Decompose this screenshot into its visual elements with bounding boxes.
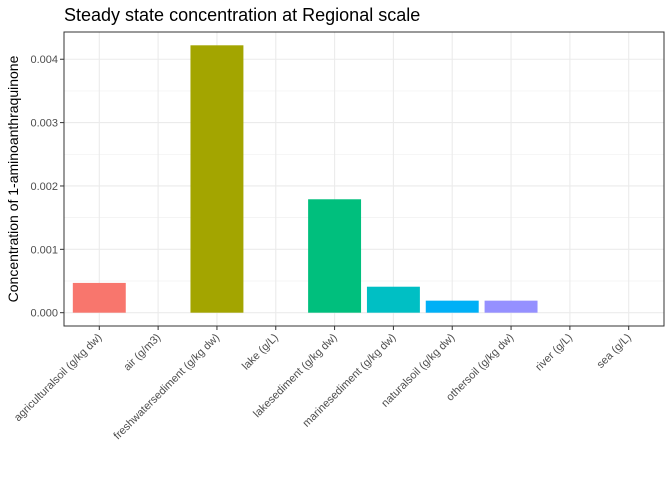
bar [72, 282, 126, 313]
grid-minor [64, 90, 664, 282]
bar [484, 300, 538, 313]
x-tick-label: air (g/m3) [121, 332, 163, 374]
x-tick-label: lake (g/L) [240, 332, 281, 373]
x-tick-label: agriculturalsoil (g/kg dw) [12, 332, 104, 424]
x-tick-label: sea (g/L) [595, 332, 634, 371]
y-tick-label: 0.002 [30, 181, 58, 193]
plot-panel [64, 32, 664, 326]
x-tick-label: freshwatersediment (g/kg dw) [112, 332, 223, 443]
plot-border [63, 31, 665, 327]
y-axis-label: Concentration of 1-aminoanthraquinone [5, 55, 21, 302]
bar [425, 300, 479, 313]
bar [190, 45, 244, 313]
y-tick-label: 0.000 [30, 308, 58, 320]
bar [308, 199, 362, 313]
y-tick-label: 0.003 [30, 118, 58, 130]
bar [366, 286, 420, 313]
y-axis: 0.000 0.001 0.002 0.003 0.004 [30, 54, 64, 320]
x-tick-label: river (g/L) [533, 332, 575, 374]
chart-title: Steady state concentration at Regional s… [64, 5, 420, 25]
y-tick-label: 0.004 [30, 54, 58, 66]
bars [72, 45, 656, 313]
x-axis: agriculturalsoil (g/kg dw) air (g/m3)fres… [12, 326, 634, 442]
y-tick-label: 0.001 [30, 244, 58, 256]
